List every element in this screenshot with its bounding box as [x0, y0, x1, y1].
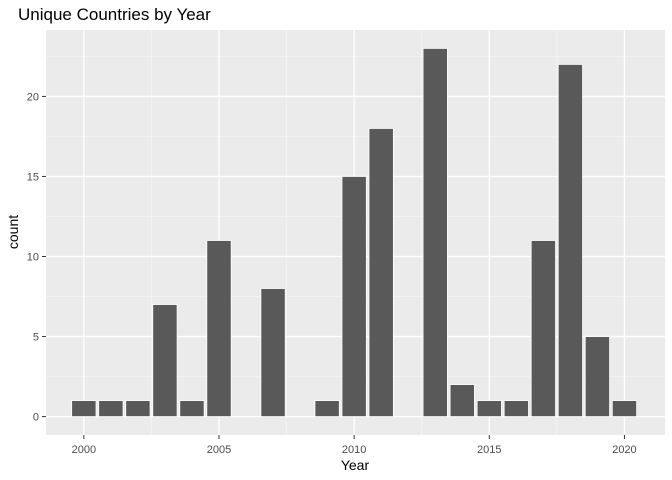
- bar-2010: [341, 176, 367, 417]
- x-tick-label: 2000: [72, 444, 96, 456]
- x-axis-title: Year: [341, 457, 370, 473]
- bar-2014: [449, 384, 475, 417]
- bar-2000: [71, 400, 97, 417]
- y-tick-label: 15: [27, 171, 39, 183]
- bar-2015: [476, 400, 502, 417]
- bar-2013: [422, 48, 448, 417]
- bar-2005: [206, 240, 232, 417]
- bar-2011: [368, 128, 394, 417]
- bar-2009: [314, 400, 340, 417]
- x-tick-label: 2015: [477, 444, 501, 456]
- bar-2016: [503, 400, 529, 417]
- chart-title: Unique Countries by Year: [18, 5, 211, 24]
- bar-2004: [179, 400, 205, 417]
- bars: [71, 48, 638, 417]
- bar-2002: [125, 400, 151, 417]
- y-tick-label: 20: [27, 91, 39, 103]
- bar-2007: [260, 288, 286, 417]
- y-axis-title: count: [5, 215, 21, 249]
- x-axis: 2000 2005 2010 2015 2020: [72, 435, 637, 456]
- y-axis: 0 5 10 15 20: [27, 91, 46, 424]
- x-tick-label: 2020: [612, 444, 636, 456]
- bar-2020: [611, 400, 638, 417]
- bar-2018: [557, 64, 583, 417]
- y-tick-label: 0: [33, 412, 39, 424]
- y-tick-label: 5: [33, 332, 39, 344]
- bar-2019: [584, 336, 610, 417]
- x-tick-label: 2010: [342, 444, 366, 456]
- x-tick-label: 2005: [207, 444, 231, 456]
- bar-2003: [152, 304, 178, 417]
- y-tick-label: 10: [27, 252, 39, 264]
- bar-2017: [530, 240, 556, 417]
- bar-2001: [98, 400, 124, 417]
